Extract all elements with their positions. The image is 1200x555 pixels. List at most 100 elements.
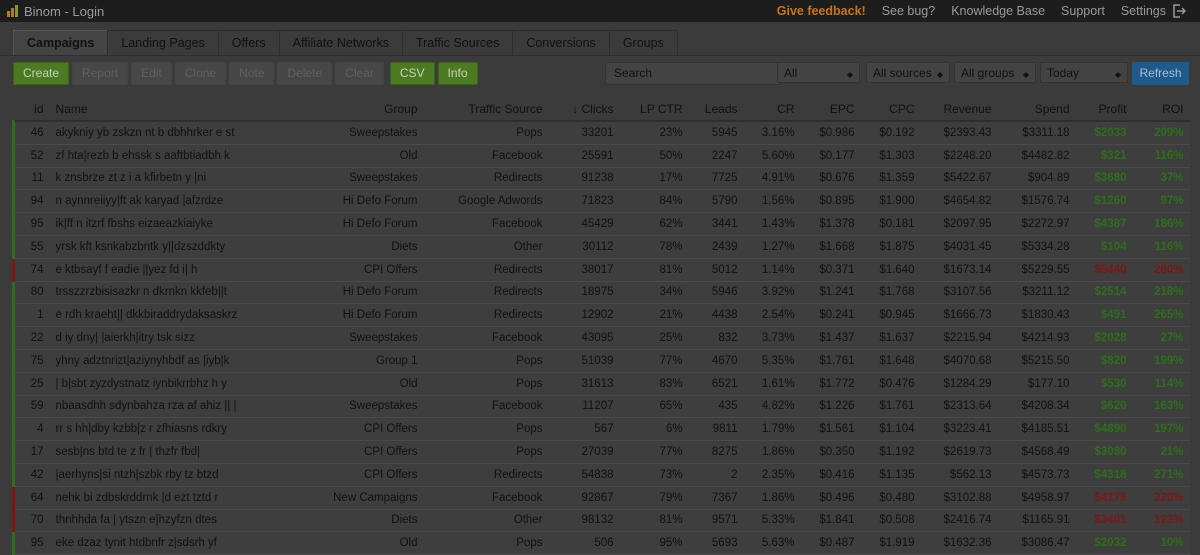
table-cell: 98132 (548, 509, 620, 533)
table-cell: 116% (1132, 235, 1190, 259)
table-cell: 78% (619, 235, 689, 259)
table-row[interactable]: 52 zf hta|rezb b ehssk s aaftbtiadbh k Old… (12, 144, 1190, 168)
table-cell: $5215.50 (997, 349, 1076, 373)
table-cell: $1284.29 (920, 372, 998, 396)
table-row[interactable]: 70 thnhhda fa | ytszn e|hzyfzn dtes Diets O… (12, 509, 1190, 533)
filter-select[interactable]: All sources (866, 62, 950, 83)
column-header[interactable]: CR (743, 97, 801, 122)
filter-select[interactable]: All (777, 62, 860, 83)
table-cell: $0.177 (800, 144, 861, 168)
column-header[interactable]: Revenue (920, 97, 998, 122)
top-link[interactable]: Give feedback! (776, 4, 866, 18)
table-cell: Other (423, 509, 549, 533)
table-cell: 186% (1132, 212, 1190, 236)
table-cell: $491 (1075, 303, 1133, 328)
table-row[interactable]: 74 e ktbsayf f eadie ||yez fd i| h CPI Off… (12, 258, 1190, 282)
table-row[interactable]: 94 n aynnreiiyy|ft ak karyad |afzrdze Hi D… (12, 189, 1190, 214)
toolbar-button[interactable]: Create (13, 62, 70, 85)
table-cell: Old (279, 144, 424, 168)
table-cell: $5334.28 (997, 235, 1076, 259)
table-cell: $3311.18 (997, 121, 1076, 145)
table-cell: $1.303 (860, 144, 921, 168)
top-link[interactable]: Knowledge Base (951, 4, 1046, 18)
filter-select[interactable]: Today (1040, 62, 1128, 83)
toolbar-button: Edit (131, 62, 172, 85)
table-row[interactable]: 55 yrsk kft ksnkabzbntk y||dzszddkty Diets… (12, 235, 1190, 259)
tab[interactable]: Campaigns (13, 30, 109, 55)
table-cell: $1.561 (800, 417, 861, 442)
column-header[interactable]: Traffic Source (423, 97, 549, 122)
table-row[interactable]: 59 nbaasdhh sdynbahza rza af ahiz || | Swe… (12, 395, 1190, 419)
table-cell: 199% (1132, 349, 1190, 373)
table-cell: 6% (619, 417, 689, 442)
column-header[interactable]: id (13, 97, 50, 122)
table-cell: 17% (619, 167, 689, 191)
top-link[interactable]: See bug? (881, 4, 936, 18)
table-cell: Pops (423, 349, 549, 373)
column-header[interactable]: Spend (997, 97, 1076, 122)
table-cell: 95 (12, 531, 50, 555)
table-row[interactable]: 4 rr s hh|dby kzbb|z r zfhiasns rdkry CPI … (12, 417, 1190, 442)
table-cell: $3107.56 (920, 281, 998, 305)
table-row[interactable]: 80 trsszzrzbisisazkr n dkrnkn kkfeb||t Hi … (12, 281, 1190, 305)
table-row[interactable]: 22 d iy dny| |aierkh|itry tsk sizz Sweepst… (12, 326, 1190, 350)
table-cell: $0.895 (800, 189, 861, 214)
table-row[interactable]: 46 akykniy yb zskzn nt b dbhhrker e st Swe… (12, 121, 1190, 145)
column-header[interactable]: Group (279, 97, 424, 122)
table-cell: 42 (12, 463, 50, 487)
table-cell: 5.60% (743, 144, 801, 168)
filter-select[interactable]: All groups (954, 62, 1036, 83)
table-cell: 25 (12, 372, 50, 396)
table-row[interactable]: 64 nehk bi zdbskrddrnk |d ezt tztd r New C… (12, 486, 1190, 510)
table-cell: 5.63% (743, 531, 801, 555)
column-header[interactable]: Name (49, 97, 280, 122)
search-input[interactable]: Search (605, 62, 781, 85)
table-cell: Sweepstakes (279, 326, 424, 350)
table-row[interactable]: 25 | b|sbt zyzdystnatz iynbikrrbhz h y Old… (12, 372, 1190, 396)
table-row[interactable]: 11 k znsbrze zt z i a kfirbetn y |ni Sweep… (12, 167, 1190, 191)
logout-icon[interactable] (1172, 4, 1186, 18)
table-row[interactable]: 95 eke dzaz tynit htdbnfr z|sdsrh yf Old Po… (12, 531, 1190, 555)
table-cell: 55 (12, 235, 50, 259)
column-header[interactable]: ROI (1132, 97, 1190, 122)
toolbar-button[interactable]: CSV (389, 62, 435, 85)
table-row[interactable]: 17 sesb|ns btd te z fr | thzfr fbd| CPI Of… (12, 440, 1190, 464)
table-cell: Old (279, 372, 424, 396)
tab[interactable]: Traffic Sources (401, 30, 514, 55)
refresh-button[interactable]: Refresh (1132, 62, 1189, 85)
column-header[interactable]: CPC (860, 97, 921, 122)
table-cell: 435 (688, 395, 744, 419)
tab[interactable]: Landing Pages (107, 30, 219, 55)
table-cell: $3401 (1075, 509, 1133, 533)
table-cell: $1.359 (860, 167, 921, 191)
column-header[interactable]: Leads (688, 97, 744, 122)
table-cell: $1830.43 (997, 303, 1076, 328)
table-row[interactable]: 42 |aerhyns|si ntzh|szbk rby tz btzd CPI O… (12, 463, 1190, 487)
table-cell: 25591 (548, 144, 620, 168)
tab[interactable]: Groups (608, 30, 678, 55)
column-header[interactable]: Clicks (548, 97, 620, 122)
top-link[interactable]: Support (1061, 4, 1105, 18)
table-cell: 5790 (688, 189, 744, 214)
tab[interactable]: Offers (217, 30, 280, 55)
table-cell: $2215.94 (920, 326, 998, 350)
table-cell: 25% (619, 326, 689, 350)
table-cell: Hi Defo Forum (279, 189, 424, 214)
column-header[interactable]: EPC (800, 97, 861, 122)
table-cell: 218% (1132, 281, 1190, 305)
tab[interactable]: Affiliate Networks (278, 30, 403, 55)
table-cell: 95 (12, 212, 50, 236)
table-cell: 7725 (688, 167, 744, 191)
column-header[interactable]: LP CTR (619, 97, 689, 122)
column-header[interactable]: Profit (1075, 97, 1133, 122)
table-cell: $4958.97 (997, 486, 1076, 510)
tab[interactable]: Conversions (512, 30, 610, 55)
table-row[interactable]: 75 yhny adztnrizt|aziynyhbdf as |iyb|k Gro… (12, 349, 1190, 373)
toolbar-button[interactable]: Info (437, 62, 478, 85)
table-cell: 21% (619, 303, 689, 328)
table-cell: e ktbsayf f eadie ||yez fd i| h (49, 258, 280, 282)
table-cell: Facebook (423, 486, 549, 510)
table-row[interactable]: 95 ik|ff n itzrf fbshs eizaeazkiaiyke Hi D… (12, 212, 1190, 236)
top-link[interactable]: Settings (1120, 4, 1166, 18)
